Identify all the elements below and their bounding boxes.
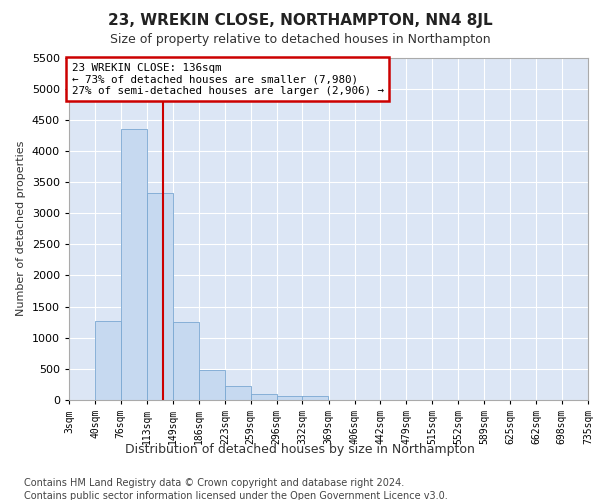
Text: Distribution of detached houses by size in Northampton: Distribution of detached houses by size … [125, 442, 475, 456]
Text: Contains public sector information licensed under the Open Government Licence v3: Contains public sector information licen… [24, 491, 448, 500]
Y-axis label: Number of detached properties: Number of detached properties [16, 141, 26, 316]
Bar [302, 396, 328, 400]
Text: 23, WREKIN CLOSE, NORTHAMPTON, NN4 8JL: 23, WREKIN CLOSE, NORTHAMPTON, NN4 8JL [107, 12, 493, 28]
Text: Contains HM Land Registry data © Crown copyright and database right 2024.: Contains HM Land Registry data © Crown c… [24, 478, 404, 488]
Bar [225, 386, 251, 400]
Bar [251, 394, 277, 400]
Bar [199, 370, 225, 400]
Text: 23 WREKIN CLOSE: 136sqm
← 73% of detached houses are smaller (7,980)
27% of semi: 23 WREKIN CLOSE: 136sqm ← 73% of detache… [71, 62, 383, 96]
Bar [173, 322, 199, 400]
Bar [147, 194, 173, 400]
Bar [277, 396, 303, 400]
Text: Size of property relative to detached houses in Northampton: Size of property relative to detached ho… [110, 32, 490, 46]
Bar [95, 321, 121, 400]
Bar [121, 129, 147, 400]
